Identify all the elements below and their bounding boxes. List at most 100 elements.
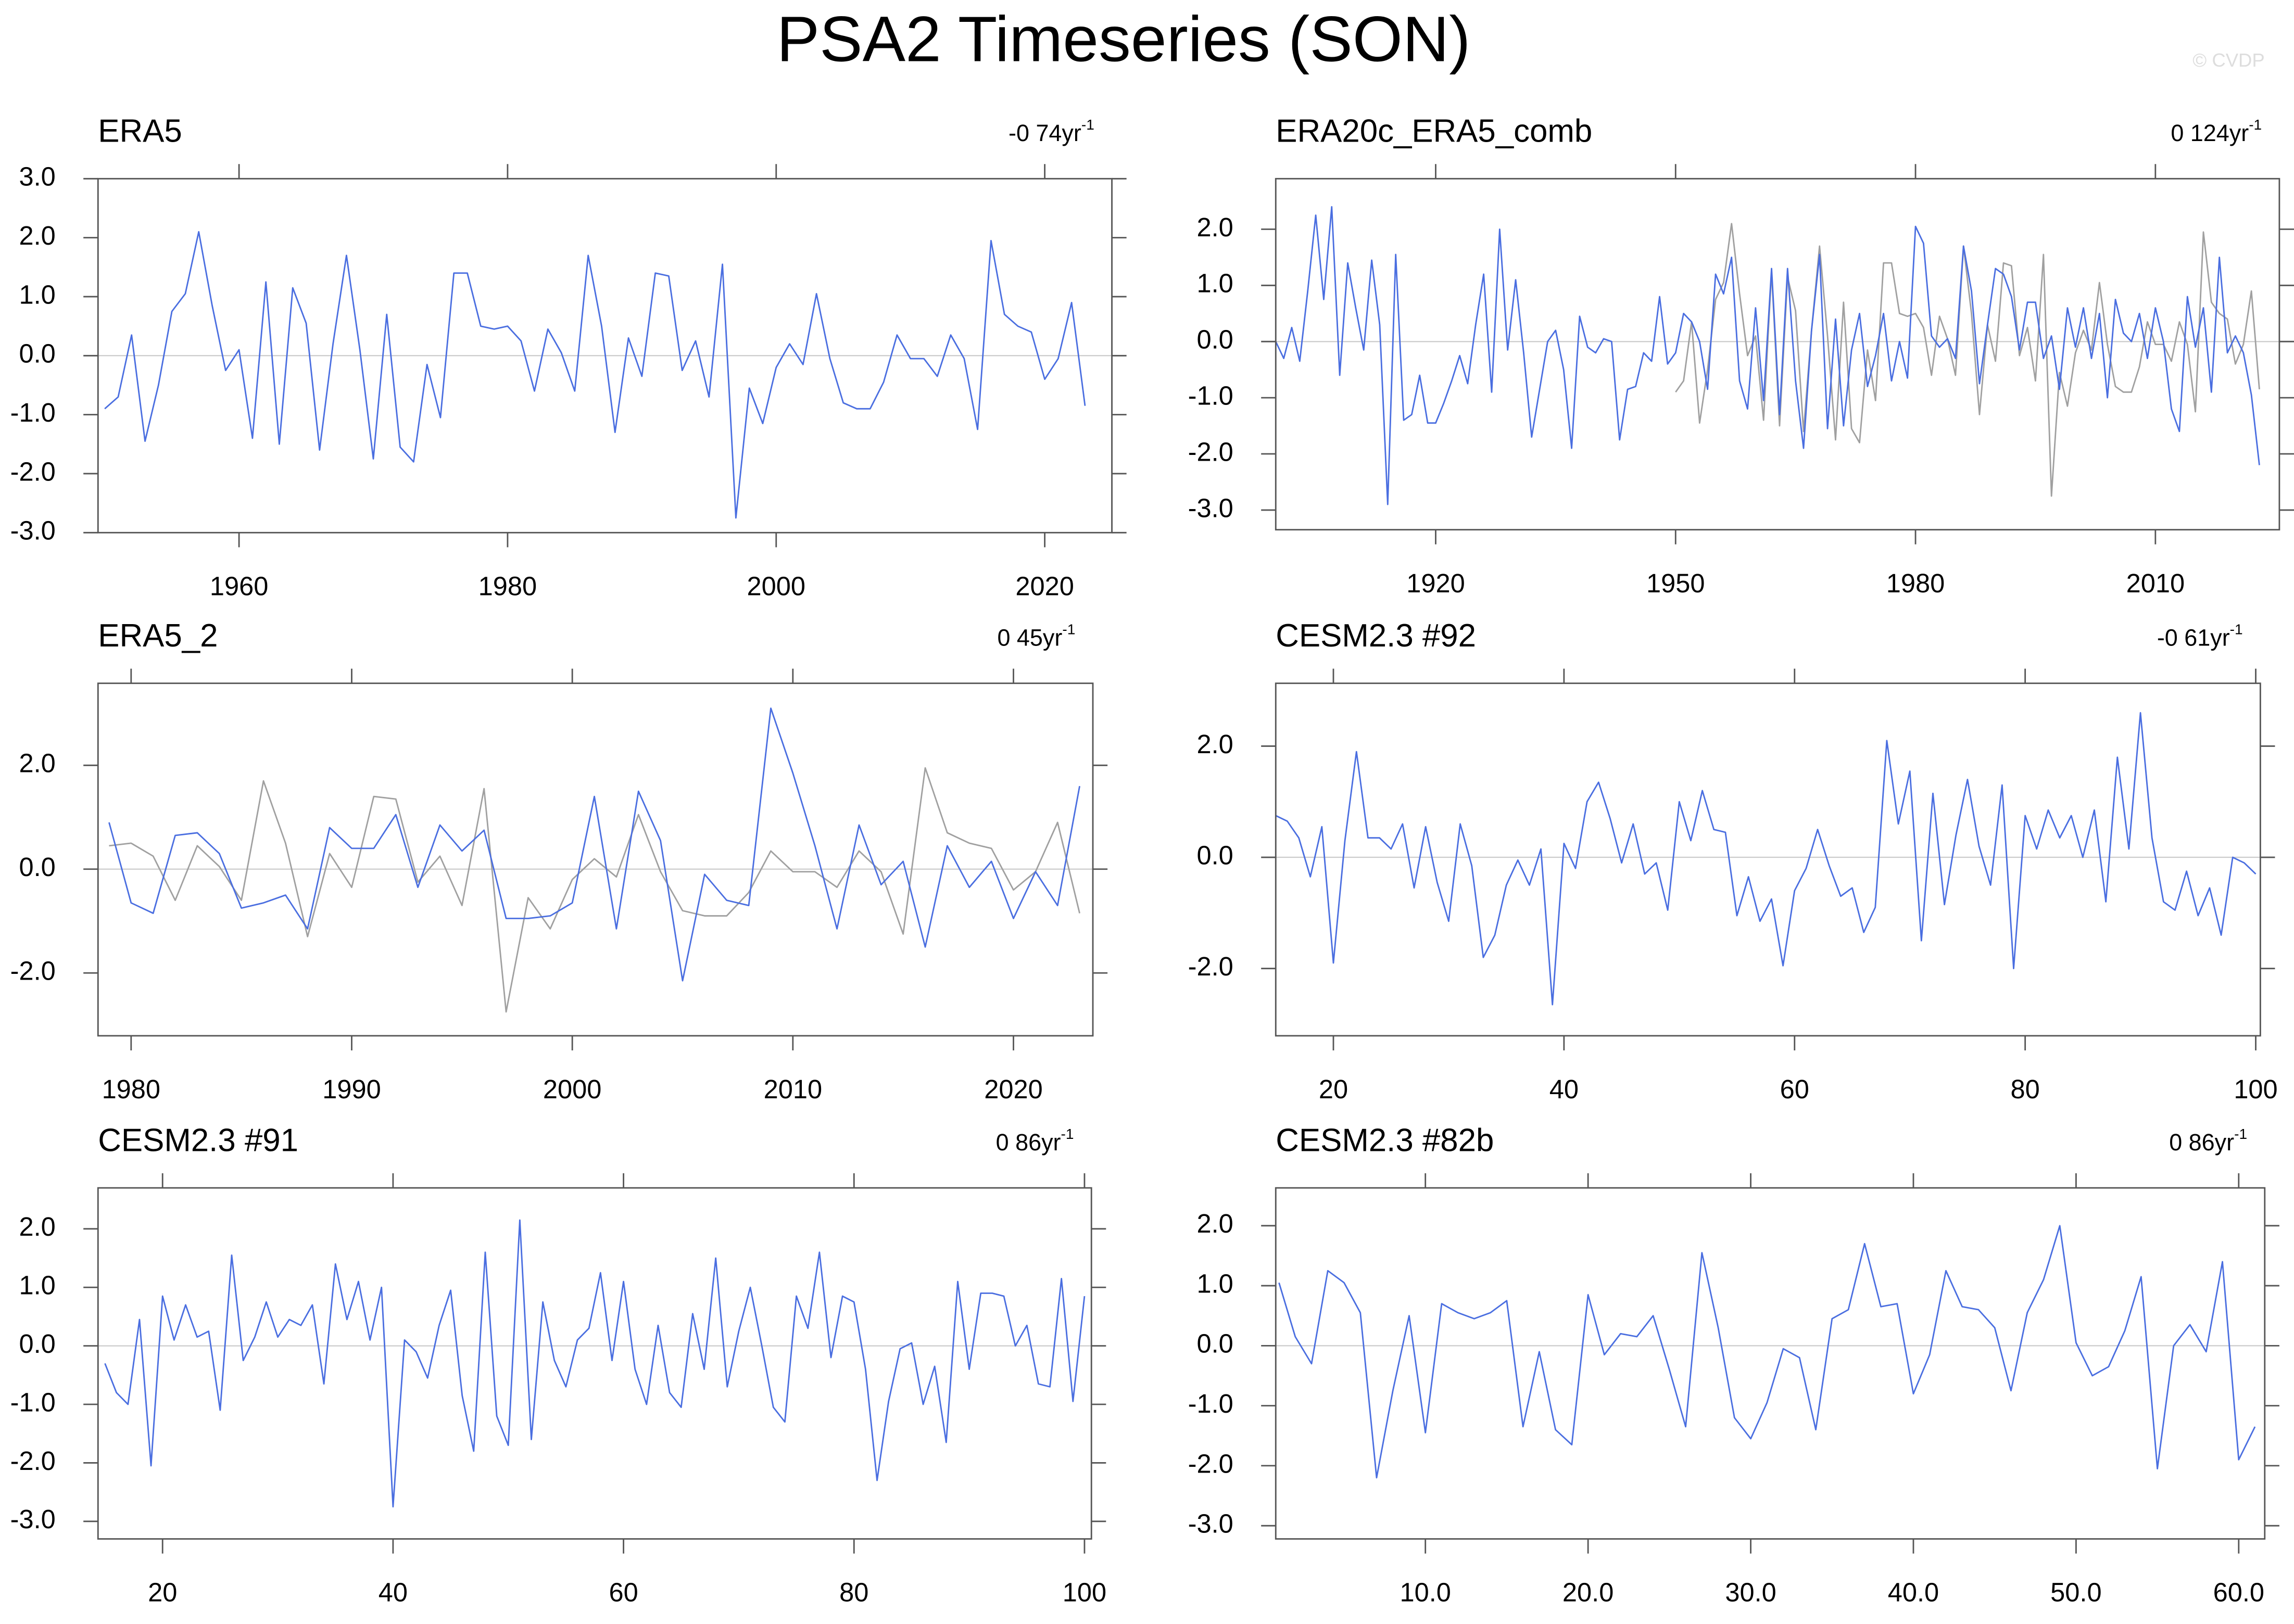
x-tick-label: 80 <box>2011 1074 2040 1104</box>
x-tick-label: 50.0 <box>2050 1578 2101 1607</box>
x-tick-label: 2010 <box>764 1074 822 1104</box>
series-line <box>104 1219 1086 1508</box>
x-tick-label: 30.0 <box>1725 1578 1776 1607</box>
x-tick-label: 20.0 <box>1562 1578 1614 1607</box>
panel: ERA5_2 0 45yr-1 -2.0 0.0 2.0 1980 1990 2000 2010… <box>10 618 1108 1104</box>
plot-frame <box>97 177 1113 534</box>
trend-text: -0 61yr <box>2157 624 2230 651</box>
y-tick-label: 3.0 <box>19 162 55 192</box>
x-tick-label: 1990 <box>322 1074 381 1104</box>
panel-title: ERA5 <box>98 113 182 149</box>
y-tick-label: 2.0 <box>19 221 55 250</box>
plot-frame <box>97 682 1094 1037</box>
series-line <box>1275 206 2260 505</box>
series-line <box>1278 1225 2256 1479</box>
y-tick-label: -3.0 <box>10 1504 56 1534</box>
y-tick-label: 1.0 <box>19 1271 55 1300</box>
y-tick-label: -2.0 <box>1188 437 1233 466</box>
x-tick-label: 2020 <box>1015 571 1074 601</box>
x-tick-label: 1920 <box>1406 568 1465 598</box>
y-tick-label: 0.0 <box>19 339 55 369</box>
trend-text: 0 45yr <box>997 624 1062 651</box>
y-tick-label: -2.0 <box>1188 1449 1233 1478</box>
series-line <box>1275 712 2257 1006</box>
trend-text: 0 86yr <box>2169 1129 2234 1156</box>
x-tick-label: 100 <box>1063 1578 1106 1607</box>
x-tick-label: 1980 <box>1886 568 1945 598</box>
x-tick-label: 60.0 <box>2213 1578 2264 1607</box>
plot-frame <box>1275 177 2280 531</box>
y-tick-label: -2.0 <box>10 956 56 986</box>
watermark: © CVDP <box>2192 49 2265 71</box>
x-tick-label: 40 <box>1549 1074 1579 1104</box>
plot-frame <box>1275 1187 2266 1540</box>
x-tick-label: 1980 <box>478 571 537 601</box>
y-tick-label: 0.0 <box>1196 1329 1233 1359</box>
trend-exponent: -1 <box>2249 117 2262 133</box>
x-tick-label: 20 <box>148 1578 177 1607</box>
y-tick-label: 0.0 <box>19 1329 55 1359</box>
trend-label: -0 74yr-1 <box>1009 117 1094 146</box>
y-tick-label: 2.0 <box>1196 1209 1233 1238</box>
trend-exponent: -1 <box>1061 1126 1074 1142</box>
panel: CESM2.3 #92 -0 61yr-1 -2.0 0.0 2.0 20 40 60 80 10… <box>1188 618 2278 1104</box>
y-tick-label: -1.0 <box>1188 380 1233 410</box>
y-tick-label: 1.0 <box>1196 269 1233 298</box>
x-tick-label: 2020 <box>984 1074 1042 1104</box>
y-tick-label: -3.0 <box>10 516 56 545</box>
x-tick-label: 100 <box>2234 1074 2277 1104</box>
x-tick-label: 1980 <box>102 1074 160 1104</box>
panel-title: CESM2.3 #82b <box>1276 1122 1494 1158</box>
trend-text: 0 124yr <box>2171 120 2249 146</box>
y-tick-label: -3.0 <box>1188 1509 1233 1539</box>
panel-title: ERA5_2 <box>98 618 218 654</box>
y-tick-label: 2.0 <box>19 1212 55 1241</box>
x-tick-label: 1950 <box>1646 568 1705 598</box>
y-tick-label: -1.0 <box>10 1387 56 1417</box>
plot-frame <box>97 1187 1092 1540</box>
trend-label: 0 86yr-1 <box>996 1126 1074 1155</box>
trend-exponent: -1 <box>2230 621 2243 638</box>
trend-text: -0 74yr <box>1009 120 1081 146</box>
panel: ERA5 -0 74yr-1 -3.0 -2.0 -1.0 0.0 1.0 2.0 3.0 196… <box>10 113 1127 601</box>
y-tick-label: 2.0 <box>19 748 55 778</box>
trend-exponent: -1 <box>1081 117 1094 133</box>
trend-label: 0 86yr-1 <box>2169 1126 2247 1155</box>
panel-title: ERA20c_ERA5_comb <box>1276 113 1592 149</box>
y-tick-label: -1.0 <box>1188 1389 1233 1418</box>
x-tick-label: 10.0 <box>1400 1578 1451 1607</box>
series-line <box>108 707 1080 982</box>
y-tick-label: 0.0 <box>19 852 55 882</box>
panel-title: CESM2.3 #92 <box>1276 618 1476 654</box>
y-tick-label: -2.0 <box>10 1446 56 1476</box>
y-tick-label: -3.0 <box>1188 493 1233 523</box>
x-tick-label: 40.0 <box>1888 1578 1939 1607</box>
y-tick-label: 0.0 <box>1196 840 1233 870</box>
y-tick-label: -2.0 <box>1188 951 1233 981</box>
trend-label: 0 45yr-1 <box>997 621 1075 651</box>
trend-label: -0 61yr-1 <box>2157 621 2243 651</box>
x-tick-label: 60 <box>609 1578 638 1607</box>
series-line <box>109 767 1080 1013</box>
y-tick-label: 1.0 <box>19 280 55 309</box>
x-tick-label: 2000 <box>747 571 805 601</box>
trend-exponent: -1 <box>2234 1126 2247 1142</box>
y-tick-label: 0.0 <box>1196 325 1233 354</box>
trend-exponent: -1 <box>1062 621 1075 638</box>
panel: CESM2.3 #82b 0 86yr-1 -3.0 -2.0 -1.0 0.0 1.0 2.… <box>1188 1122 2279 1607</box>
x-tick-label: 60 <box>1780 1074 1809 1104</box>
series-line <box>104 231 1086 519</box>
plot-frame <box>1275 682 2261 1037</box>
panel-title: CESM2.3 #91 <box>98 1122 298 1158</box>
panel: ERA20c_ERA5_comb 0 124yr-1 -3.0 -2.0 -1.0 0.0… <box>1188 113 2294 598</box>
trend-label: 0 124yr-1 <box>2171 117 2262 146</box>
y-tick-label: -2.0 <box>10 456 56 486</box>
x-tick-label: 20 <box>1319 1074 1348 1104</box>
figure-title: PSA2 Timeseries (SON) <box>777 3 1471 75</box>
x-tick-label: 2010 <box>2126 568 2185 598</box>
y-tick-label: 2.0 <box>1196 212 1233 242</box>
y-tick-label: 1.0 <box>1196 1268 1233 1298</box>
x-tick-label: 40 <box>379 1578 408 1607</box>
